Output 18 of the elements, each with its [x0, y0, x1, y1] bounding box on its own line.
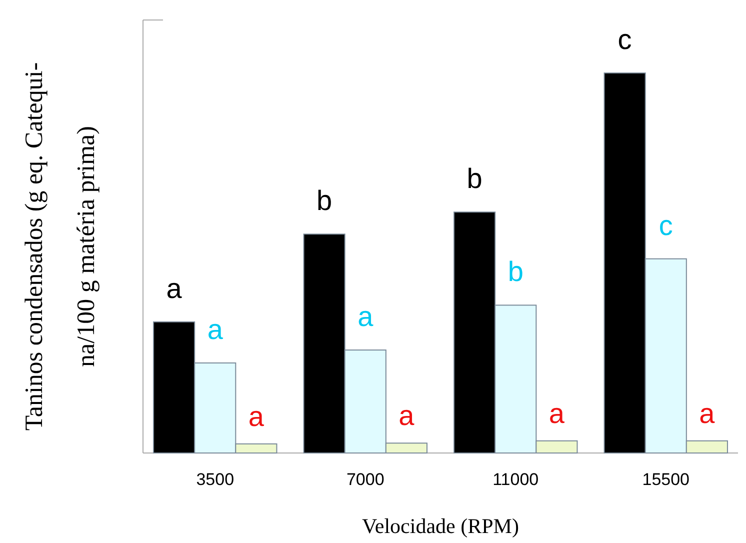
x-axis-title: Velocidade (RPM): [362, 514, 519, 538]
annotation: a: [248, 400, 264, 432]
x-tick-label: 15500: [642, 470, 690, 489]
text: c: [618, 24, 632, 55]
x-tick-label: 11000: [492, 470, 539, 489]
annotation: b: [316, 185, 332, 216]
y-axis-title: Taninos condensados (g eq. Catequi- na/100 g matéria prima): [21, 62, 100, 431]
annotation: a: [548, 398, 565, 429]
annotation: a: [398, 400, 415, 432]
x-tick-label: 7000: [346, 470, 384, 489]
annotation: a: [166, 272, 182, 304]
annotation: a: [207, 314, 224, 345]
annotation: c: [658, 210, 673, 241]
annotation: b: [508, 256, 524, 288]
annotation: a: [699, 398, 716, 429]
annotation: a: [358, 301, 374, 332]
annotation: b: [466, 163, 482, 194]
x-tick-label: 3500: [196, 470, 234, 489]
